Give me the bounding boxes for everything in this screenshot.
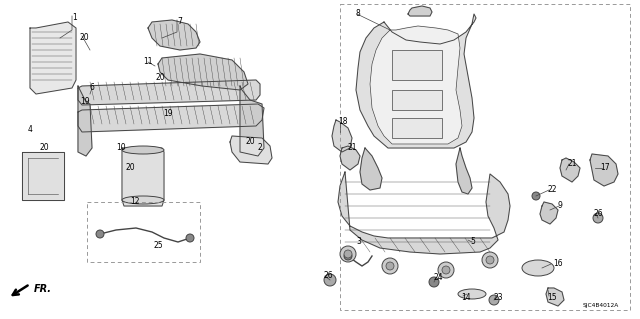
- Text: 17: 17: [600, 164, 610, 173]
- Polygon shape: [22, 152, 64, 200]
- Polygon shape: [338, 172, 510, 254]
- Text: 2: 2: [257, 144, 262, 152]
- Polygon shape: [78, 80, 260, 105]
- Polygon shape: [122, 148, 164, 206]
- Circle shape: [324, 274, 336, 286]
- Circle shape: [340, 246, 356, 262]
- Ellipse shape: [122, 196, 164, 204]
- Polygon shape: [332, 120, 352, 152]
- Circle shape: [429, 277, 439, 287]
- Text: 5: 5: [470, 238, 475, 247]
- Text: 12: 12: [130, 197, 140, 206]
- Text: 23: 23: [494, 293, 504, 302]
- Text: 20: 20: [126, 164, 136, 173]
- Circle shape: [96, 230, 104, 238]
- Circle shape: [489, 295, 499, 305]
- Bar: [340, 4, 630, 310]
- Text: SJC4B4012A: SJC4B4012A: [583, 303, 620, 308]
- Polygon shape: [30, 22, 76, 94]
- Text: 20: 20: [40, 144, 50, 152]
- Circle shape: [442, 266, 450, 274]
- Text: 16: 16: [553, 259, 563, 269]
- Polygon shape: [78, 86, 92, 156]
- Text: 21: 21: [348, 144, 358, 152]
- Polygon shape: [546, 288, 564, 306]
- Text: 4: 4: [28, 125, 33, 135]
- Text: 21: 21: [567, 160, 577, 168]
- Polygon shape: [356, 14, 476, 148]
- Text: 26: 26: [594, 210, 604, 219]
- Text: 18: 18: [338, 117, 348, 127]
- Text: 3: 3: [356, 238, 361, 247]
- Polygon shape: [78, 104, 264, 132]
- Polygon shape: [148, 20, 200, 50]
- Text: 26: 26: [323, 271, 333, 280]
- Polygon shape: [590, 154, 618, 186]
- Text: FR.: FR.: [34, 284, 52, 294]
- Circle shape: [482, 252, 498, 268]
- Polygon shape: [560, 158, 580, 182]
- Polygon shape: [360, 148, 382, 190]
- Polygon shape: [540, 202, 558, 224]
- Text: 24: 24: [434, 273, 444, 283]
- Polygon shape: [158, 54, 248, 90]
- Polygon shape: [240, 86, 264, 156]
- Circle shape: [486, 256, 494, 264]
- Text: 7: 7: [177, 18, 182, 26]
- Text: 19: 19: [163, 108, 173, 117]
- Ellipse shape: [122, 146, 164, 154]
- Circle shape: [386, 262, 394, 270]
- Polygon shape: [456, 148, 472, 194]
- Circle shape: [344, 250, 352, 258]
- Text: 1: 1: [72, 13, 77, 23]
- Ellipse shape: [522, 260, 554, 276]
- Text: 20: 20: [245, 137, 255, 146]
- Text: 6: 6: [90, 84, 95, 93]
- Circle shape: [593, 213, 603, 223]
- Polygon shape: [370, 26, 462, 144]
- Ellipse shape: [458, 289, 486, 299]
- Bar: [392, 50, 442, 80]
- Polygon shape: [408, 6, 432, 16]
- Bar: [392, 90, 442, 110]
- Circle shape: [344, 252, 352, 260]
- Text: 8: 8: [355, 10, 360, 19]
- Circle shape: [438, 262, 454, 278]
- Circle shape: [186, 234, 194, 242]
- Text: 20: 20: [156, 73, 166, 83]
- Text: 10: 10: [116, 144, 125, 152]
- Text: 22: 22: [547, 186, 557, 195]
- Circle shape: [532, 192, 540, 200]
- Polygon shape: [230, 136, 272, 164]
- Text: 20: 20: [80, 33, 90, 42]
- Text: 19: 19: [80, 97, 90, 106]
- Text: 11: 11: [143, 57, 152, 66]
- Bar: [392, 118, 442, 138]
- Text: 14: 14: [461, 293, 470, 302]
- Text: 25: 25: [154, 241, 164, 249]
- Circle shape: [382, 258, 398, 274]
- Polygon shape: [340, 146, 360, 170]
- Bar: [87, 202, 200, 262]
- Text: 9: 9: [557, 202, 562, 211]
- Text: 15: 15: [547, 293, 557, 302]
